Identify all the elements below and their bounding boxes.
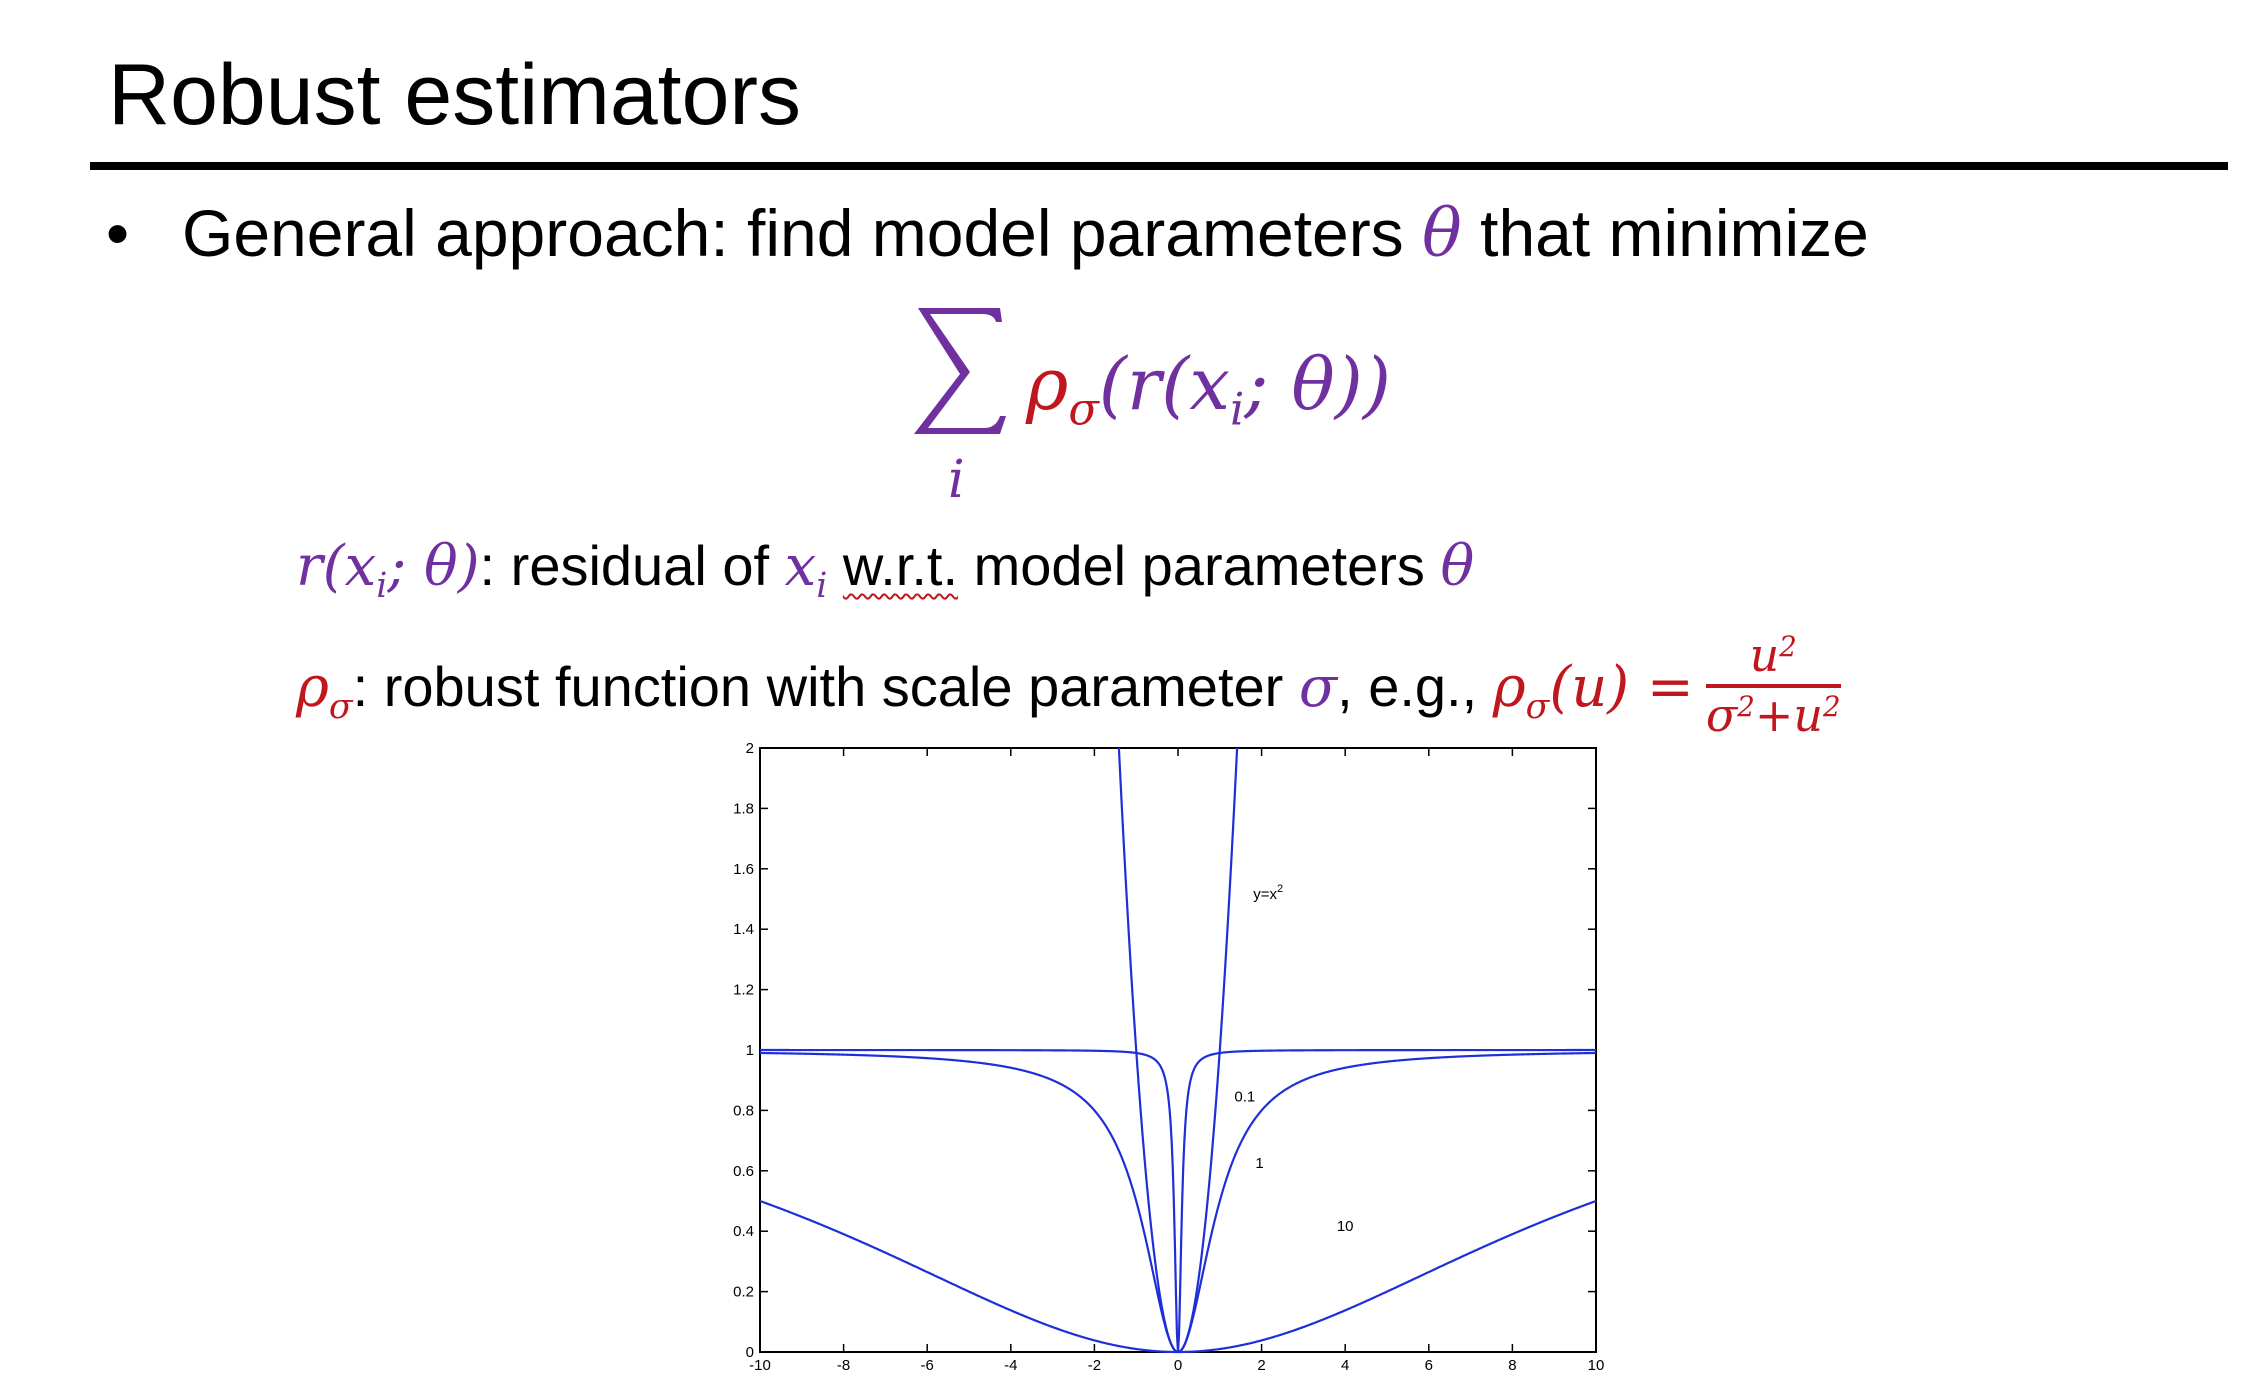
sigma-symbol: σ: [1298, 654, 1338, 720]
objective-formula: i ρσ(r(xi; θ)): [908, 300, 1428, 510]
series-label-10: 10: [1337, 1218, 1354, 1235]
series-label-y=x²: y=x2: [1253, 883, 1283, 903]
rho-sigma-symbol: ρ: [296, 654, 329, 720]
theta-symbol: θ: [1422, 195, 1462, 272]
y-tick-label: 1.2: [733, 982, 754, 999]
residual-symbol-close: ; θ): [387, 534, 480, 599]
chart-svg: -10 -8 -6 -4 -2 0 2 4 6 8 10 0 0.2 0.4 0.6 0.8 1 1.2 1.4 1.…: [733, 740, 1605, 1374]
theta-symbol-2: θ: [1440, 534, 1475, 599]
rho-sigma-sub: σ: [328, 686, 353, 727]
denominator-sigma: σ: [1705, 688, 1738, 742]
series-label-superscript: 2: [1277, 883, 1283, 895]
bullet-text-after: that minimize: [1461, 196, 1869, 270]
denominator-plus-u: +u: [1754, 688, 1823, 742]
series-line-1: [759, 1051, 1597, 1354]
x-tick-label: 6: [1425, 1357, 1433, 1374]
y-tick-label: 0: [746, 1344, 754, 1361]
bullet-marker: •: [106, 196, 130, 270]
denominator-sigma-exponent: 2: [1737, 689, 1755, 723]
robust-text-2: , e.g.,: [1337, 654, 1493, 718]
series-label-0.1: 0.1: [1234, 1088, 1255, 1105]
x-symbol: x: [784, 534, 817, 599]
y-tick-label: 1.4: [733, 921, 754, 938]
robust-fraction: u2 σ2+u2: [1705, 629, 1841, 738]
y-tick-label: 1: [746, 1042, 754, 1059]
x-tick-label: 8: [1508, 1357, 1516, 1374]
eq-arg: (u) =: [1549, 654, 1694, 720]
series-line-0.1: [760, 1048, 1596, 1353]
y-tick-label: 0.4: [733, 1223, 754, 1240]
bullet-general-approach: • General approach: find model parameters…: [106, 200, 1869, 267]
x-subscript: i: [1230, 383, 1245, 436]
x-symbol-sub: i: [816, 566, 828, 607]
robust-text-1: : robust function with scale parameter: [352, 654, 1299, 718]
y-tick-label: 2: [746, 740, 754, 757]
y-tick-label: 1.6: [733, 861, 754, 878]
sum-index: i: [948, 450, 965, 510]
title-underline: [90, 162, 2228, 170]
robust-function-chart: -10 -8 -6 -4 -2 0 2 4 6 8 10 0 0.2 0.4 0.6 0.8 1 1.2 1.4 1.…: [700, 730, 1620, 1380]
wrt-text: w.r.t.: [842, 534, 959, 597]
residual-symbol-open: r(x: [296, 534, 377, 599]
objective-body: ρσ(r(xi; θ)): [1026, 342, 1391, 436]
series-line-10: [759, 1199, 1597, 1354]
x-tick-label: -4: [1004, 1357, 1017, 1374]
x-tick-label: 2: [1257, 1357, 1265, 1374]
numerator-u: u: [1749, 628, 1780, 682]
denominator-u-exponent: 2: [1822, 689, 1841, 723]
x-tick-label: 4: [1341, 1357, 1349, 1374]
series-label-1: 1: [1255, 1155, 1263, 1172]
y-tick-label: 0.6: [733, 1163, 754, 1180]
x-tick-label: -2: [1088, 1357, 1101, 1374]
y-tick-label: 0.2: [733, 1284, 754, 1301]
numerator-exponent: 2: [1779, 629, 1797, 663]
residual-text-2: model parameters: [958, 534, 1441, 597]
residual-definition: r(xi; θ): residual of xi w.r.t. model pa…: [296, 538, 1474, 604]
y-tick-label: 1.8: [733, 800, 754, 817]
bullet-text-before: General approach: find model parameters: [182, 196, 1423, 270]
x-tick-label: -10: [749, 1357, 771, 1374]
y-tick-label: 0.8: [733, 1102, 754, 1119]
fraction-denominator: σ2+u2: [1706, 688, 1841, 738]
x-tick-label: -6: [921, 1357, 934, 1374]
x-tick-label: 10: [1588, 1357, 1605, 1374]
slide-title: Robust estimators: [108, 47, 802, 143]
eq-rho: ρ: [1492, 654, 1526, 720]
fraction-numerator: u2: [1705, 629, 1841, 688]
summation-sign-icon: [914, 308, 1006, 434]
residual-symbol-sub: i: [376, 566, 388, 607]
x-tick-label: 0: [1174, 1357, 1182, 1374]
residual-text-1: : residual of: [479, 534, 785, 597]
residual-open: (r(x: [1098, 342, 1230, 426]
residual-close: ; θ)): [1244, 342, 1391, 426]
rho-symbol: ρ: [1026, 342, 1069, 426]
robust-function-definition: ρσ: robust function with scale parameter…: [296, 632, 1841, 744]
rho-subscript: σ: [1068, 383, 1099, 436]
eq-rho-sub: σ: [1525, 686, 1550, 727]
x-tick-label: -8: [837, 1357, 850, 1374]
series-line-y=x²: [1117, 747, 1239, 1354]
